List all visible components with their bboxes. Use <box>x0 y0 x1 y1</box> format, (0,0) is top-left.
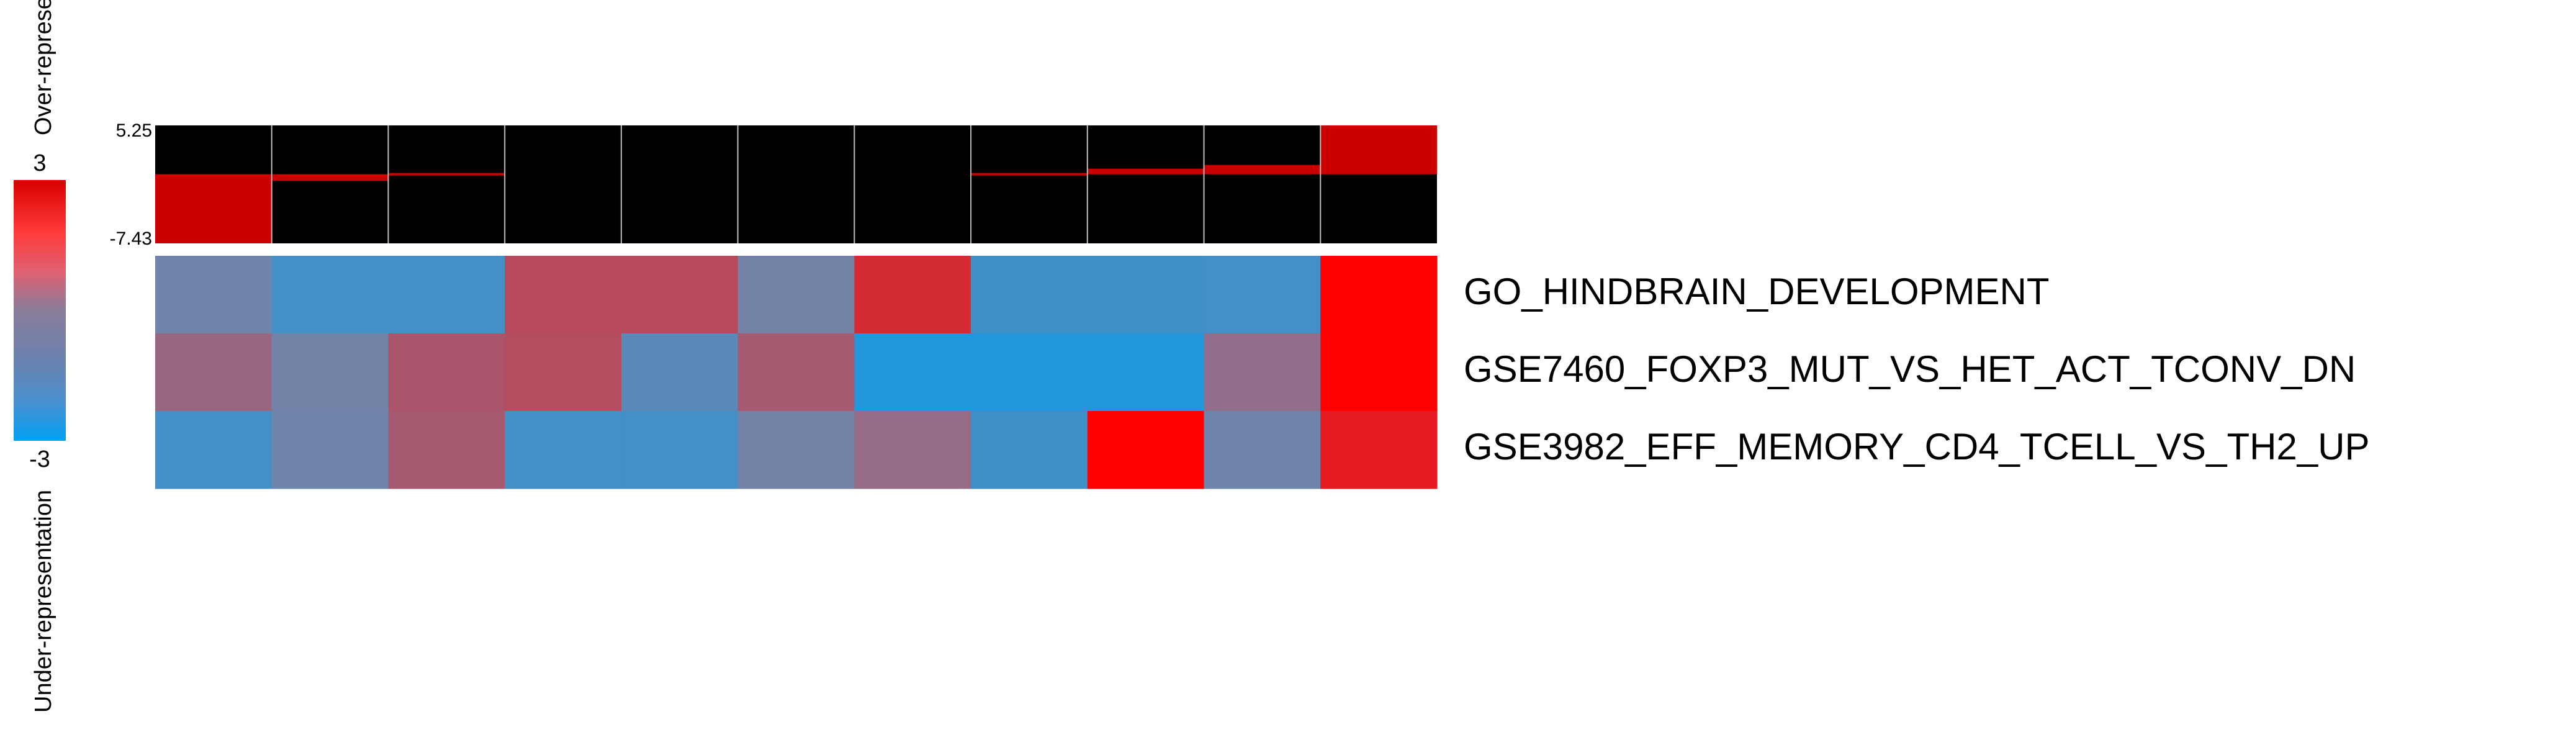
heatmap-cell <box>271 256 389 334</box>
heatmap-cell <box>854 411 971 489</box>
heatmap-cell <box>1320 256 1438 334</box>
heatmap-cell <box>621 333 739 412</box>
heatmap-cell <box>854 256 971 334</box>
heatmap-cell <box>971 256 1088 334</box>
heatmap-cell <box>505 333 622 412</box>
heatmap-cell <box>271 333 389 412</box>
color-scale-max-label: 3 <box>33 150 46 176</box>
heatmap-cell <box>505 256 622 334</box>
heatmap-cell <box>271 411 389 489</box>
row-label-1: GO_HINDBRAIN_DEVELOPMENT <box>1464 271 2050 312</box>
heatmap-cell <box>737 256 855 334</box>
top-bars-max-label: 5.25 <box>116 120 152 141</box>
heatmap-cell <box>155 411 272 489</box>
heatmap-cell <box>971 411 1088 489</box>
heatmap-cell <box>737 411 855 489</box>
heatmap-cell <box>505 411 622 489</box>
heatmap-cell <box>155 333 272 412</box>
heatmap-cell <box>388 333 505 412</box>
top-bar <box>388 173 505 176</box>
row-label-2: GSE7460_FOXP3_MUT_VS_HET_ACT_TCONV_DN <box>1464 348 2356 390</box>
over-representation-label: Over-represe <box>30 0 56 135</box>
heatmap-cell <box>1320 333 1438 412</box>
heatmap-cell <box>388 411 505 489</box>
color-scale-bar <box>14 180 66 441</box>
heatmap-cell <box>737 333 855 412</box>
row-label-3: GSE3982_EFF_MEMORY_CD4_TCELL_VS_TH2_UP <box>1464 426 2370 467</box>
top-bar <box>271 174 389 181</box>
heatmap-cell <box>1087 411 1205 489</box>
color-scale-min-label: -3 <box>29 446 50 472</box>
heatmap-cell <box>1204 411 1321 489</box>
heatmap-cell <box>854 333 971 412</box>
top-bar <box>1320 125 1437 174</box>
heatmap-cell <box>971 333 1088 412</box>
heatmap-cell <box>1320 411 1438 489</box>
heatmap-cell <box>155 256 272 334</box>
under-representation-label: Under-representation <box>30 490 56 713</box>
heatmap-cell <box>621 411 739 489</box>
heatmap-cell <box>388 256 505 334</box>
top-bar <box>1087 168 1204 174</box>
heatmap-cell <box>621 256 739 334</box>
top-bars-background <box>155 125 1437 243</box>
heatmap-cell <box>1204 333 1321 412</box>
heatmap-cell <box>1204 256 1321 334</box>
top-bars-panel <box>155 125 1437 243</box>
heatmap-cell <box>1087 256 1205 334</box>
heatmap-cell <box>1087 333 1205 412</box>
top-bar <box>971 173 1088 176</box>
heatmap-grid <box>155 256 1438 489</box>
top-bar <box>1204 165 1321 174</box>
top-bars-min-label: -7.43 <box>110 228 152 249</box>
top-bar <box>155 174 272 243</box>
